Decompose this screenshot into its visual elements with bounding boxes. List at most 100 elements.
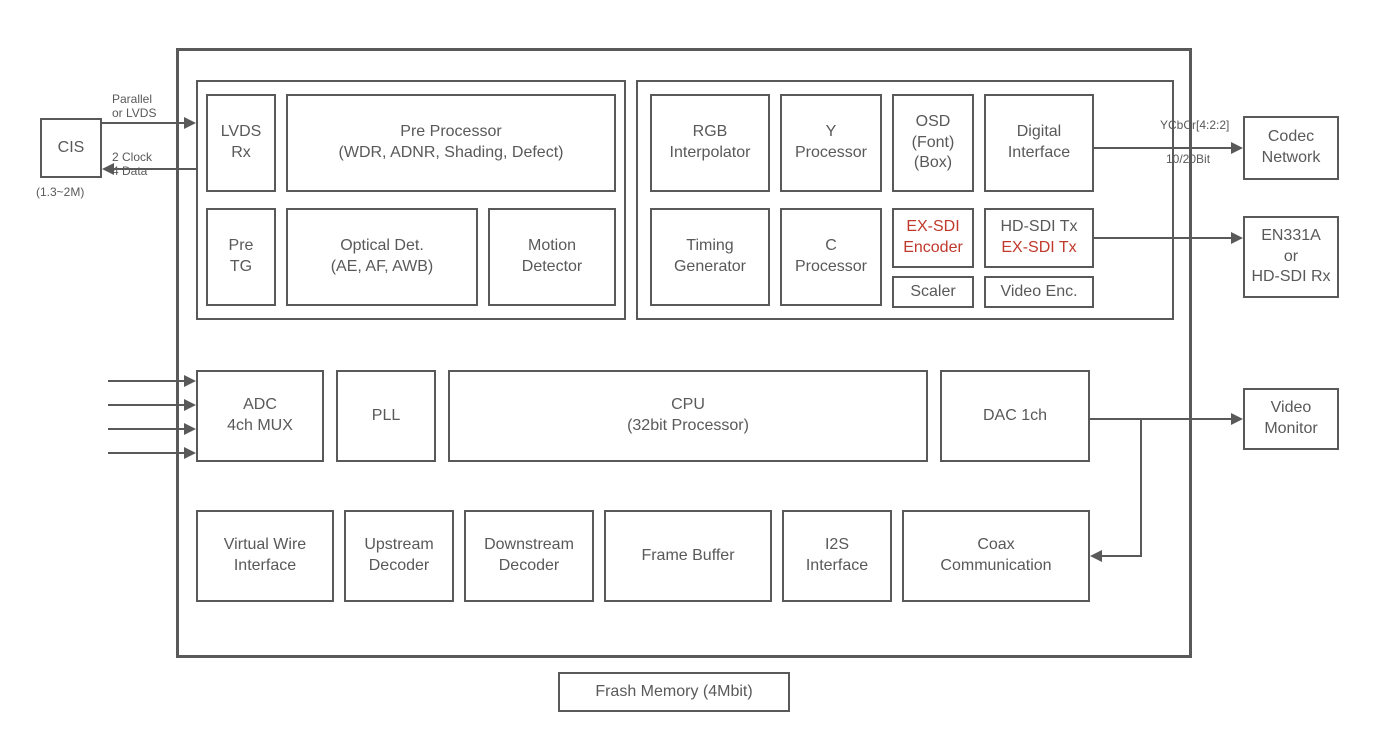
arrowhead-dac-to-monitor — [1231, 413, 1243, 425]
preproc-text1: Pre Processor — [400, 123, 501, 140]
frame-buffer-block: Frame Buffer — [604, 510, 772, 602]
lvds-text: LVDS — [221, 123, 262, 140]
lvds-label: or LVDS — [112, 106, 156, 120]
digif-text1: Digital — [1017, 123, 1061, 140]
ex-sdi-encoder-block: EX-SDI Encoder — [892, 208, 974, 268]
arrow-chip-to-cis — [114, 168, 196, 170]
codec-text2: Network — [1262, 149, 1321, 166]
frash-text: Frash Memory (4Mbit) — [595, 682, 752, 703]
arrow-hdsdi-to-en331a — [1094, 237, 1231, 239]
arrowhead-branch-to-coax — [1090, 550, 1102, 562]
dac-text: DAC 1ch — [983, 406, 1047, 427]
rgb-text1: RGB — [693, 123, 728, 140]
downstream-decoder-block: Downstream Decoder — [464, 510, 594, 602]
videoenc-text: Video Enc. — [1000, 282, 1077, 303]
dac-block: DAC 1ch — [940, 370, 1090, 462]
arrowhead-chip-to-cis — [102, 163, 114, 175]
pll-text: PLL — [372, 406, 400, 427]
adc-text1: ADC — [243, 396, 277, 413]
adc-arrowhead-4 — [184, 447, 196, 459]
motion-text2: Detector — [522, 258, 582, 275]
pll-block: PLL — [336, 370, 436, 462]
timing-generator-block: Timing Generator — [650, 208, 770, 306]
scaler-text: Scaler — [910, 282, 955, 303]
adc-block: ADC 4ch MUX — [196, 370, 324, 462]
y-processor-block: Y Processor — [780, 94, 882, 192]
cis-sublabel: (1.3~2M) — [36, 185, 84, 199]
clock-data-annotation: 2 Clock 4 Data — [112, 150, 152, 179]
i2s-interface-block: I2S Interface — [782, 510, 892, 602]
optical-det-block: Optical Det. (AE, AF, AWB) — [286, 208, 478, 306]
downstream-text1: Downstream — [484, 536, 574, 553]
downstream-text2: Decoder — [499, 557, 559, 574]
coax-comm-block: Coax Communication — [902, 510, 1090, 602]
virtual-wire-block: Virtual Wire Interface — [196, 510, 334, 602]
yproc-text1: Y — [826, 123, 837, 140]
codec-network-block: Codec Network — [1243, 116, 1339, 180]
c-processor-block: C Processor — [780, 208, 882, 306]
monitor-text2: Monitor — [1264, 420, 1317, 437]
rgb-interpolator-block: RGB Interpolator — [650, 94, 770, 192]
clock-label: 2 Clock — [112, 150, 152, 164]
rx-text: Rx — [231, 144, 251, 161]
arrow-cis-to-chip — [102, 122, 184, 124]
arrow-digif-to-codec — [1094, 147, 1231, 149]
hdsdi-text1: HD-SDI Tx — [1000, 218, 1077, 235]
cis-label: CIS — [58, 138, 85, 159]
exsdi-text2: Encoder — [903, 239, 963, 256]
cpu-text2: (32bit Processor) — [627, 417, 749, 434]
arrowhead-digif-to-codec — [1231, 142, 1243, 154]
lvds-rx-block: LVDS Rx — [206, 94, 276, 192]
rgb-text2: Interpolator — [670, 144, 751, 161]
framebuf-text: Frame Buffer — [641, 546, 734, 567]
upstream-text2: Decoder — [369, 557, 429, 574]
osd-text2: (Font) — [912, 134, 955, 151]
monitor-text1: Video — [1271, 399, 1312, 416]
frash-memory-block: Frash Memory (4Mbit) — [558, 672, 790, 712]
motion-detector-block: Motion Detector — [488, 208, 616, 306]
data-label: 4 Data — [112, 164, 147, 178]
pre-processor-block: Pre Processor (WDR, ADNR, Shading, Defec… — [286, 94, 616, 192]
coax-text2: Communication — [940, 557, 1051, 574]
arrow-branch-vertical — [1140, 418, 1142, 555]
cpu-text1: CPU — [671, 396, 705, 413]
en331a-text2: or — [1284, 248, 1298, 265]
cproc-text1: C — [825, 237, 837, 254]
pre-tg-block: Pre TG — [206, 208, 276, 306]
video-monitor-block: Video Monitor — [1243, 388, 1339, 450]
upstream-text1: Upstream — [364, 536, 433, 553]
exsdi-text1: EX-SDI — [906, 218, 959, 235]
adc-input-line-1 — [108, 380, 184, 382]
en331a-text3: HD-SDI Rx — [1251, 268, 1330, 285]
osd-block: OSD (Font) (Box) — [892, 94, 974, 192]
optical-text2: (AE, AF, AWB) — [331, 258, 434, 275]
cpu-block: CPU (32bit Processor) — [448, 370, 928, 462]
parallel-label: Parallel — [112, 92, 152, 106]
digital-interface-block: Digital Interface — [984, 94, 1094, 192]
vwire-text1: Virtual Wire — [224, 536, 306, 553]
en331a-block: EN331A or HD-SDI Rx — [1243, 216, 1339, 298]
timing-text2: Generator — [674, 258, 746, 275]
video-enc-block: Video Enc. — [984, 276, 1094, 308]
optical-text1: Optical Det. — [340, 237, 424, 254]
parallel-lvds-annotation: Parallel or LVDS — [112, 92, 156, 121]
arrow-branch-horizontal — [1102, 555, 1142, 557]
motion-text1: Motion — [528, 237, 576, 254]
i2s-text1: I2S — [825, 536, 849, 553]
pretg-text2: TG — [230, 258, 252, 275]
arrowhead-cis-to-chip — [184, 117, 196, 129]
preproc-text2: (WDR, ADNR, Shading, Defect) — [339, 144, 564, 161]
adc-input-line-4 — [108, 452, 184, 454]
codec-text1: Codec — [1268, 128, 1314, 145]
hdsdi-text2: EX-SDI Tx — [1001, 239, 1076, 256]
digif-text2: Interface — [1008, 144, 1070, 161]
scaler-block: Scaler — [892, 276, 974, 308]
adc-arrowhead-1 — [184, 375, 196, 387]
en331a-text1: EN331A — [1261, 227, 1321, 244]
cis-block: CIS — [40, 118, 102, 178]
upstream-decoder-block: Upstream Decoder — [344, 510, 454, 602]
arrow-dac-to-monitor — [1090, 418, 1231, 420]
coax-text1: Coax — [977, 536, 1014, 553]
hd-sdi-tx-block: HD-SDI Tx EX-SDI Tx — [984, 208, 1094, 268]
timing-text1: Timing — [686, 237, 733, 254]
